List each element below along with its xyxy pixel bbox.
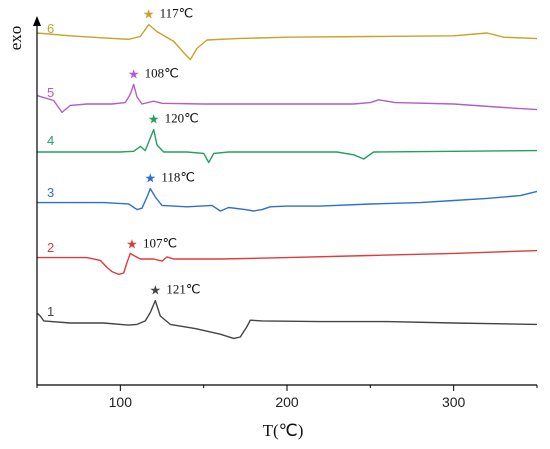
peak-star-icon: ★	[150, 284, 162, 299]
peak-star-icon: ★	[126, 237, 138, 252]
axes-group: 100 200 300	[33, 16, 538, 410]
annotations-group: 6 ★ 117℃ 5 ★ 108℃ 4 ★ 120℃ 3 ★ 118℃ 2 ★ 107℃ 1 ★ 121℃	[47, 6, 200, 319]
peak-label-5: 108℃	[145, 65, 179, 80]
series-number-2: 2	[47, 240, 54, 255]
series-number-5: 5	[47, 85, 54, 100]
series-number-4: 4	[47, 133, 54, 148]
series-line-6	[36, 23, 538, 61]
series-line-1	[36, 299, 538, 340]
peak-label-4: 120℃	[165, 111, 199, 126]
exo-arrow-head	[33, 16, 41, 26]
curves-group	[36, 23, 538, 340]
peak-star-icon: ★	[145, 172, 157, 187]
x-tick-label: 100	[109, 394, 133, 410]
series-line-3	[37, 187, 538, 212]
series-number-1: 1	[47, 304, 54, 319]
series-line-5	[36, 83, 538, 114]
x-tick-label: 200	[275, 394, 299, 410]
y-axis-title: exo	[6, 26, 25, 51]
peak-label-6: 117℃	[160, 6, 194, 21]
peak-label-1: 121℃	[166, 282, 200, 297]
x-axis-title: T(℃)	[263, 421, 304, 440]
peak-star-icon: ★	[148, 113, 160, 128]
series-number-3: 3	[47, 185, 54, 200]
peak-label-3: 118℃	[161, 170, 195, 185]
peak-star-icon: ★	[143, 8, 155, 23]
peak-star-icon: ★	[128, 67, 140, 82]
series-number-6: 6	[47, 21, 54, 36]
series-line-2	[37, 249, 538, 276]
peak-label-2: 107℃	[143, 235, 177, 250]
x-tick-label: 300	[442, 394, 466, 410]
series-line-4	[37, 128, 538, 164]
